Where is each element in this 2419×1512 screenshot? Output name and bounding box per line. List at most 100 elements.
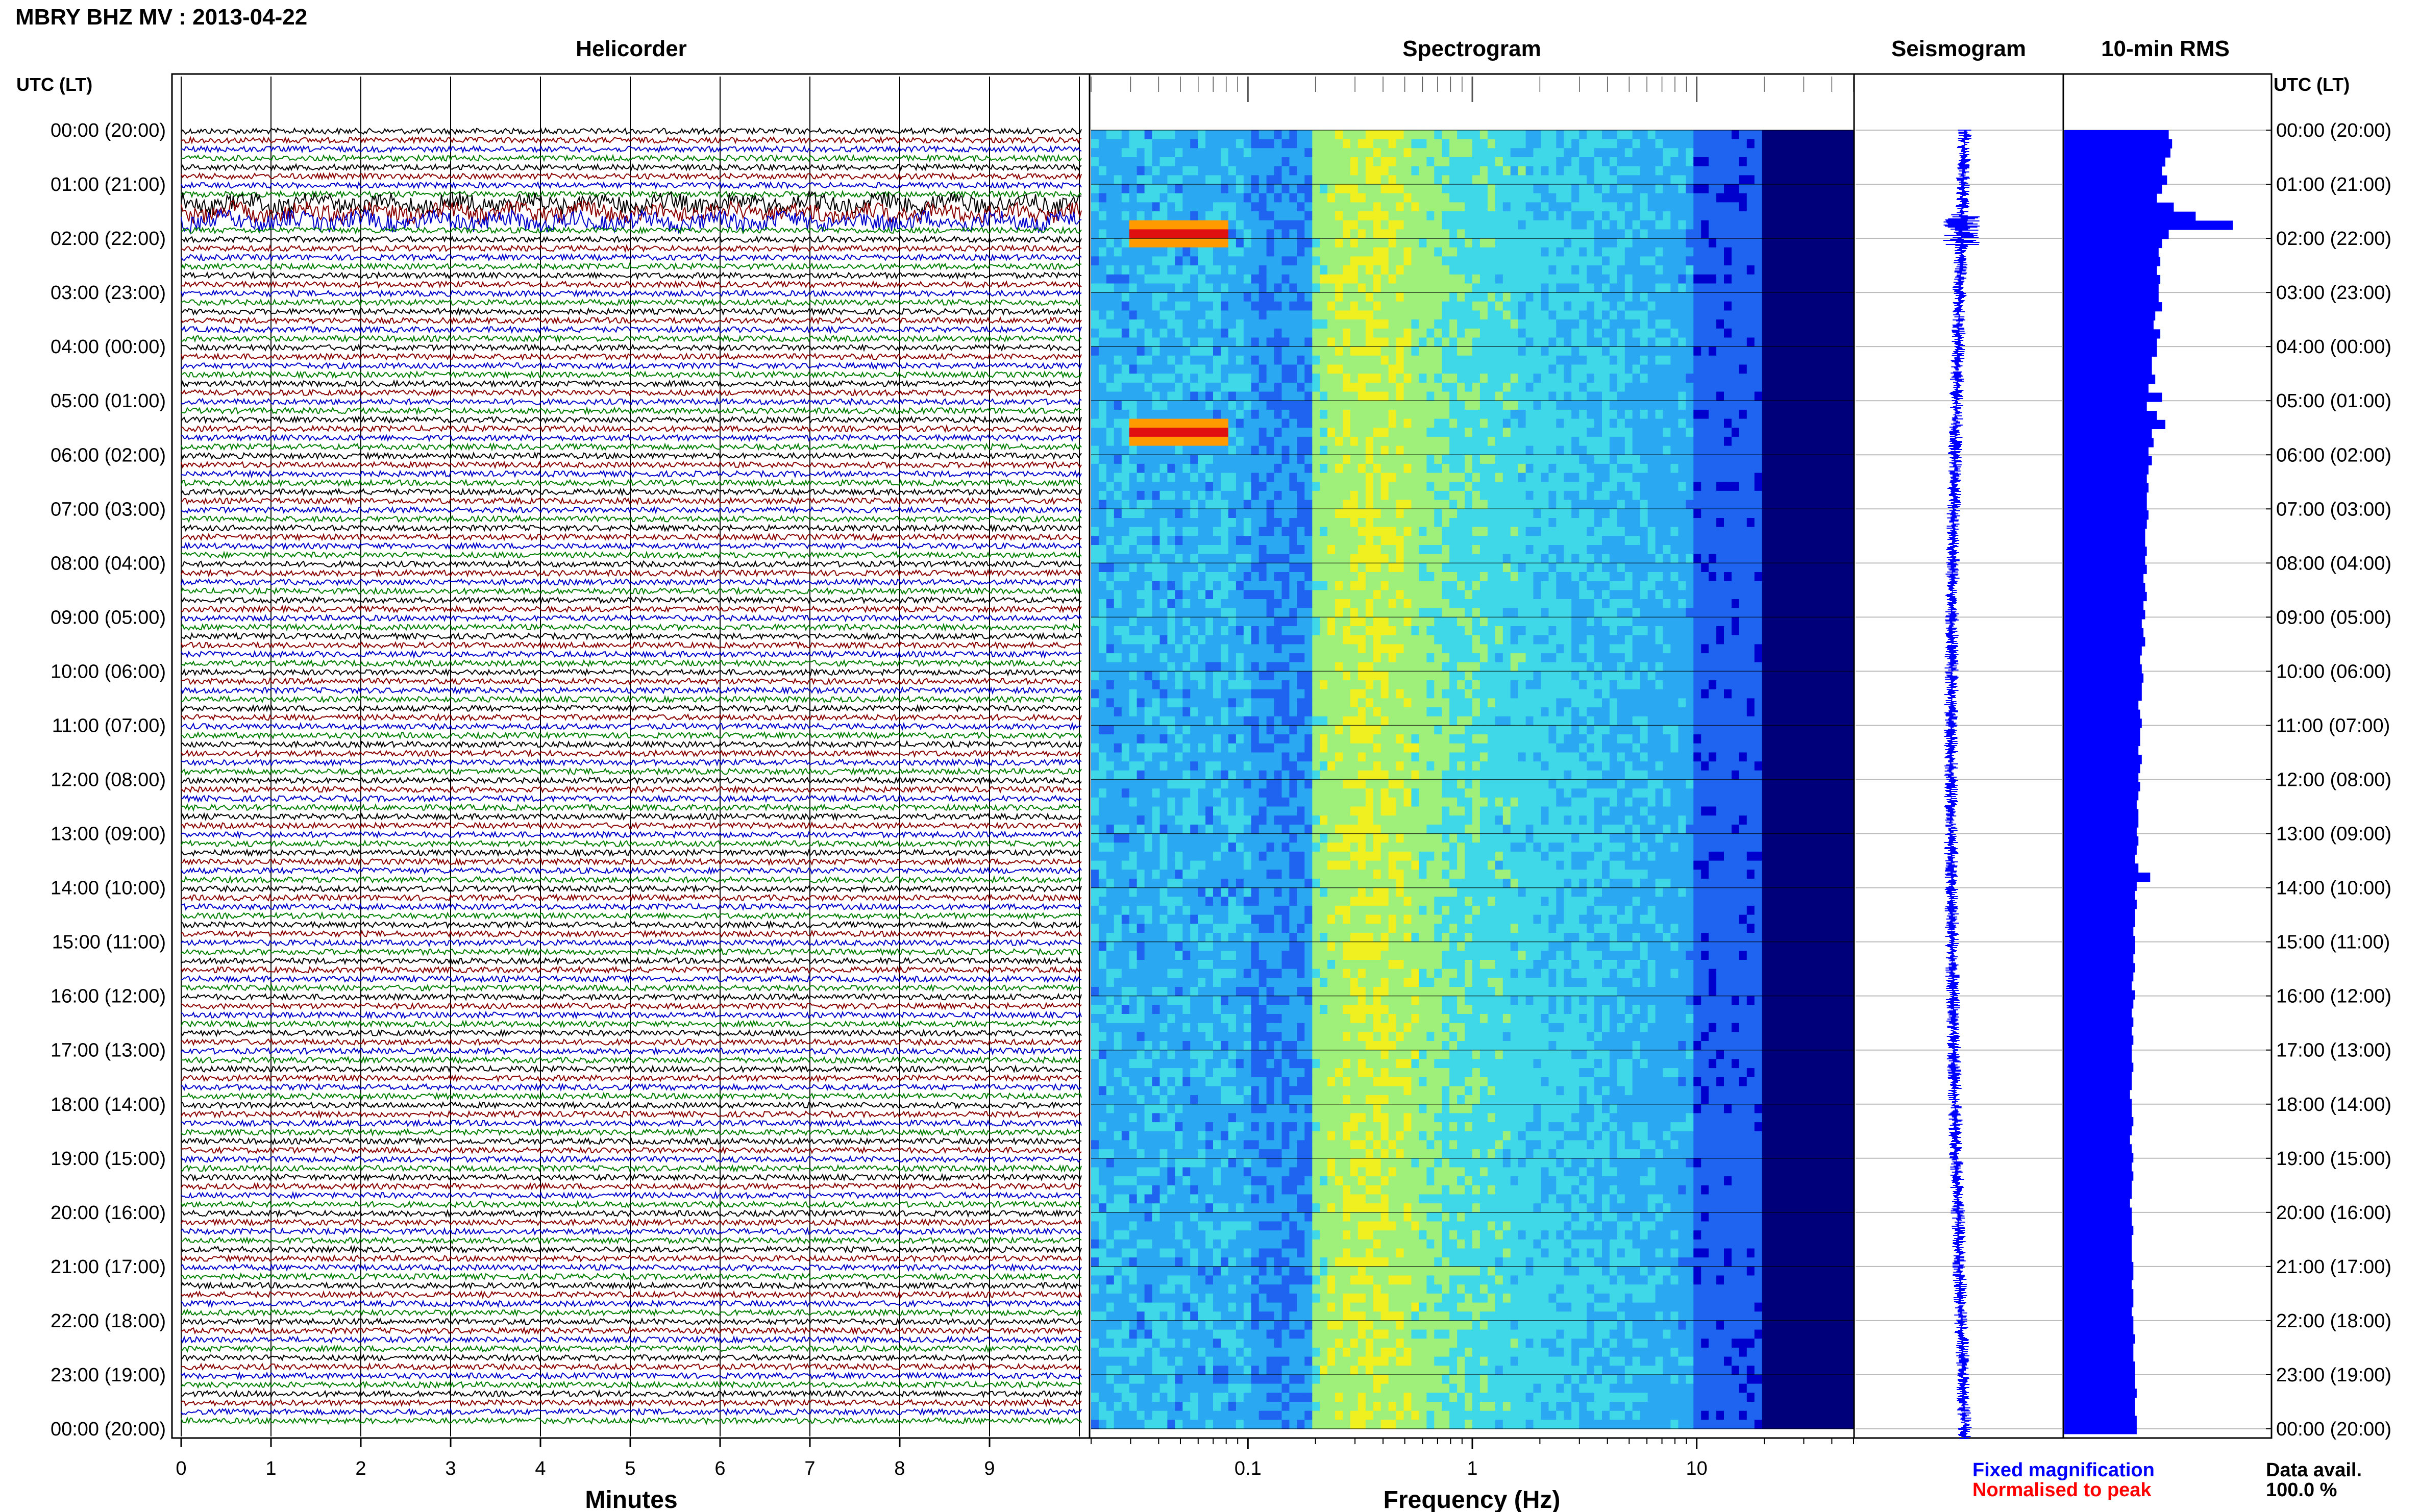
hour-label-left: 07:00 (03:00) (51, 499, 166, 520)
spectrogram-cell (1617, 482, 1625, 491)
helicorder-trace (181, 1335, 1082, 1344)
spectrogram-cell (1175, 401, 1183, 410)
spectrogram-cell (1198, 490, 1206, 501)
spectrogram-cell (1258, 283, 1267, 293)
spectrogram-cell (1098, 301, 1107, 311)
helicorder-trace (181, 830, 1082, 839)
helicorder-trace (181, 884, 1082, 894)
spectrogram-cell (1693, 283, 1701, 293)
spectrogram-cell (1281, 319, 1290, 329)
spectrogram-cell (1419, 463, 1427, 474)
spectrogram-cell (1724, 401, 1732, 410)
spectrogram-cell (1266, 364, 1275, 374)
spectrogram-cell (1281, 274, 1290, 284)
spectrogram-cell (1663, 382, 1671, 392)
spectrogram-cell (1312, 355, 1320, 365)
spectrogram-cell (1632, 482, 1641, 491)
spectrogram-cell (1403, 391, 1412, 401)
spectrogram-cell (1091, 274, 1099, 284)
spectrogram-cell (1709, 130, 1717, 140)
spectrogram-cell (1465, 401, 1473, 410)
spectrogram-cell (1479, 319, 1488, 329)
spectrogram-cell (1617, 202, 1625, 212)
spectrogram-cell (1304, 401, 1313, 410)
spectrogram-cell (1769, 527, 1778, 536)
spectrogram-cell (1823, 319, 1831, 329)
spectrogram-cell (1846, 500, 1854, 509)
spectrogram-cell (1442, 139, 1450, 148)
spectrogram-cell (1182, 536, 1191, 546)
spectrogram-cell (1121, 211, 1130, 221)
spectrogram-cell (1647, 455, 1656, 464)
spectrogram-cell (1724, 346, 1732, 356)
spectrogram-cell (1297, 382, 1305, 392)
spectrogram-cell (1182, 247, 1191, 257)
spectrogram-cell (1457, 382, 1465, 392)
spectrogram-cell (1320, 482, 1328, 491)
spectrogram-cell (1137, 175, 1145, 185)
spectrogram-cell (1502, 500, 1511, 509)
spectrogram-cell (1724, 500, 1732, 509)
spectrogram-cell (1258, 509, 1267, 518)
spectrogram-cell (1388, 310, 1397, 320)
spectrogram-cell (1419, 490, 1427, 501)
spectrogram-cell (1815, 518, 1823, 528)
spectrogram-cell (1343, 310, 1351, 320)
spectrogram-cell (1732, 527, 1740, 536)
spectrogram-cell (1724, 292, 1732, 302)
spectrogram-cell (1137, 509, 1145, 518)
spectrogram-cell (1457, 554, 1465, 563)
spectrogram-cell (1297, 473, 1305, 482)
spectrogram-cell (1373, 382, 1381, 392)
spectrogram-cell (1777, 355, 1786, 365)
spectrogram-cell (1457, 536, 1465, 546)
spectrogram-cell (1678, 536, 1686, 546)
spectrogram-cell (1236, 463, 1244, 474)
spectrogram-cell (1769, 463, 1778, 474)
spectrogram-cell (1114, 436, 1122, 447)
spectrogram-cell (1137, 482, 1145, 491)
spectrogram-cell (1320, 346, 1328, 356)
spectrogram-cell (1213, 490, 1221, 501)
spectrogram-cell (1343, 139, 1351, 148)
spectrogram-cell (1678, 346, 1686, 356)
spectrogram-cell (1213, 473, 1221, 482)
spectrogram-cell (1815, 337, 1823, 347)
spectrogram-cell (1686, 527, 1694, 536)
spectrogram-cell (1732, 256, 1740, 266)
spectrogram-cell (1510, 518, 1519, 528)
spectrogram-cell (1487, 184, 1496, 194)
spectrogram-cell (1594, 473, 1602, 482)
spectrogram-cell (1594, 409, 1602, 419)
spectrogram-cell (1502, 256, 1511, 266)
spectrogram-cell (1624, 436, 1633, 447)
spectrogram-cell (1624, 283, 1633, 293)
spectrogram-cell (1251, 518, 1260, 528)
spectrogram-cell (1548, 256, 1557, 266)
spectrogram-cell (1159, 536, 1168, 546)
spectrogram-cell (1609, 518, 1618, 528)
spectrogram-cell (1449, 445, 1458, 455)
spectrogram-cell (1396, 328, 1404, 338)
spectrogram-cell (1281, 428, 1290, 437)
spectrogram-cell (1198, 202, 1206, 212)
spectrogram-cell (1312, 418, 1320, 428)
spectrogram-cell (1754, 238, 1763, 248)
spectrogram-cell (1838, 238, 1846, 248)
spectrogram-cell (1686, 445, 1694, 455)
spectrogram-cell (1236, 247, 1244, 257)
spectrogram-cell (1243, 319, 1252, 329)
spectrogram-cell (1739, 283, 1747, 293)
spectrogram-cell (1510, 166, 1519, 176)
spectrogram-cell (1472, 364, 1480, 374)
spectrogram-cell (1640, 139, 1648, 148)
spectrogram-cell (1808, 545, 1816, 555)
spectrogram-cell (1434, 463, 1442, 474)
helicorder-trace (181, 1272, 1082, 1281)
helicorder-trace (181, 1173, 1082, 1182)
helicorder-trace (181, 929, 1082, 938)
spectrogram-cell (1442, 401, 1450, 410)
spectrogram-cell (1175, 418, 1183, 428)
spectrogram-cell (1175, 509, 1183, 518)
spectrogram-cell (1487, 319, 1496, 329)
